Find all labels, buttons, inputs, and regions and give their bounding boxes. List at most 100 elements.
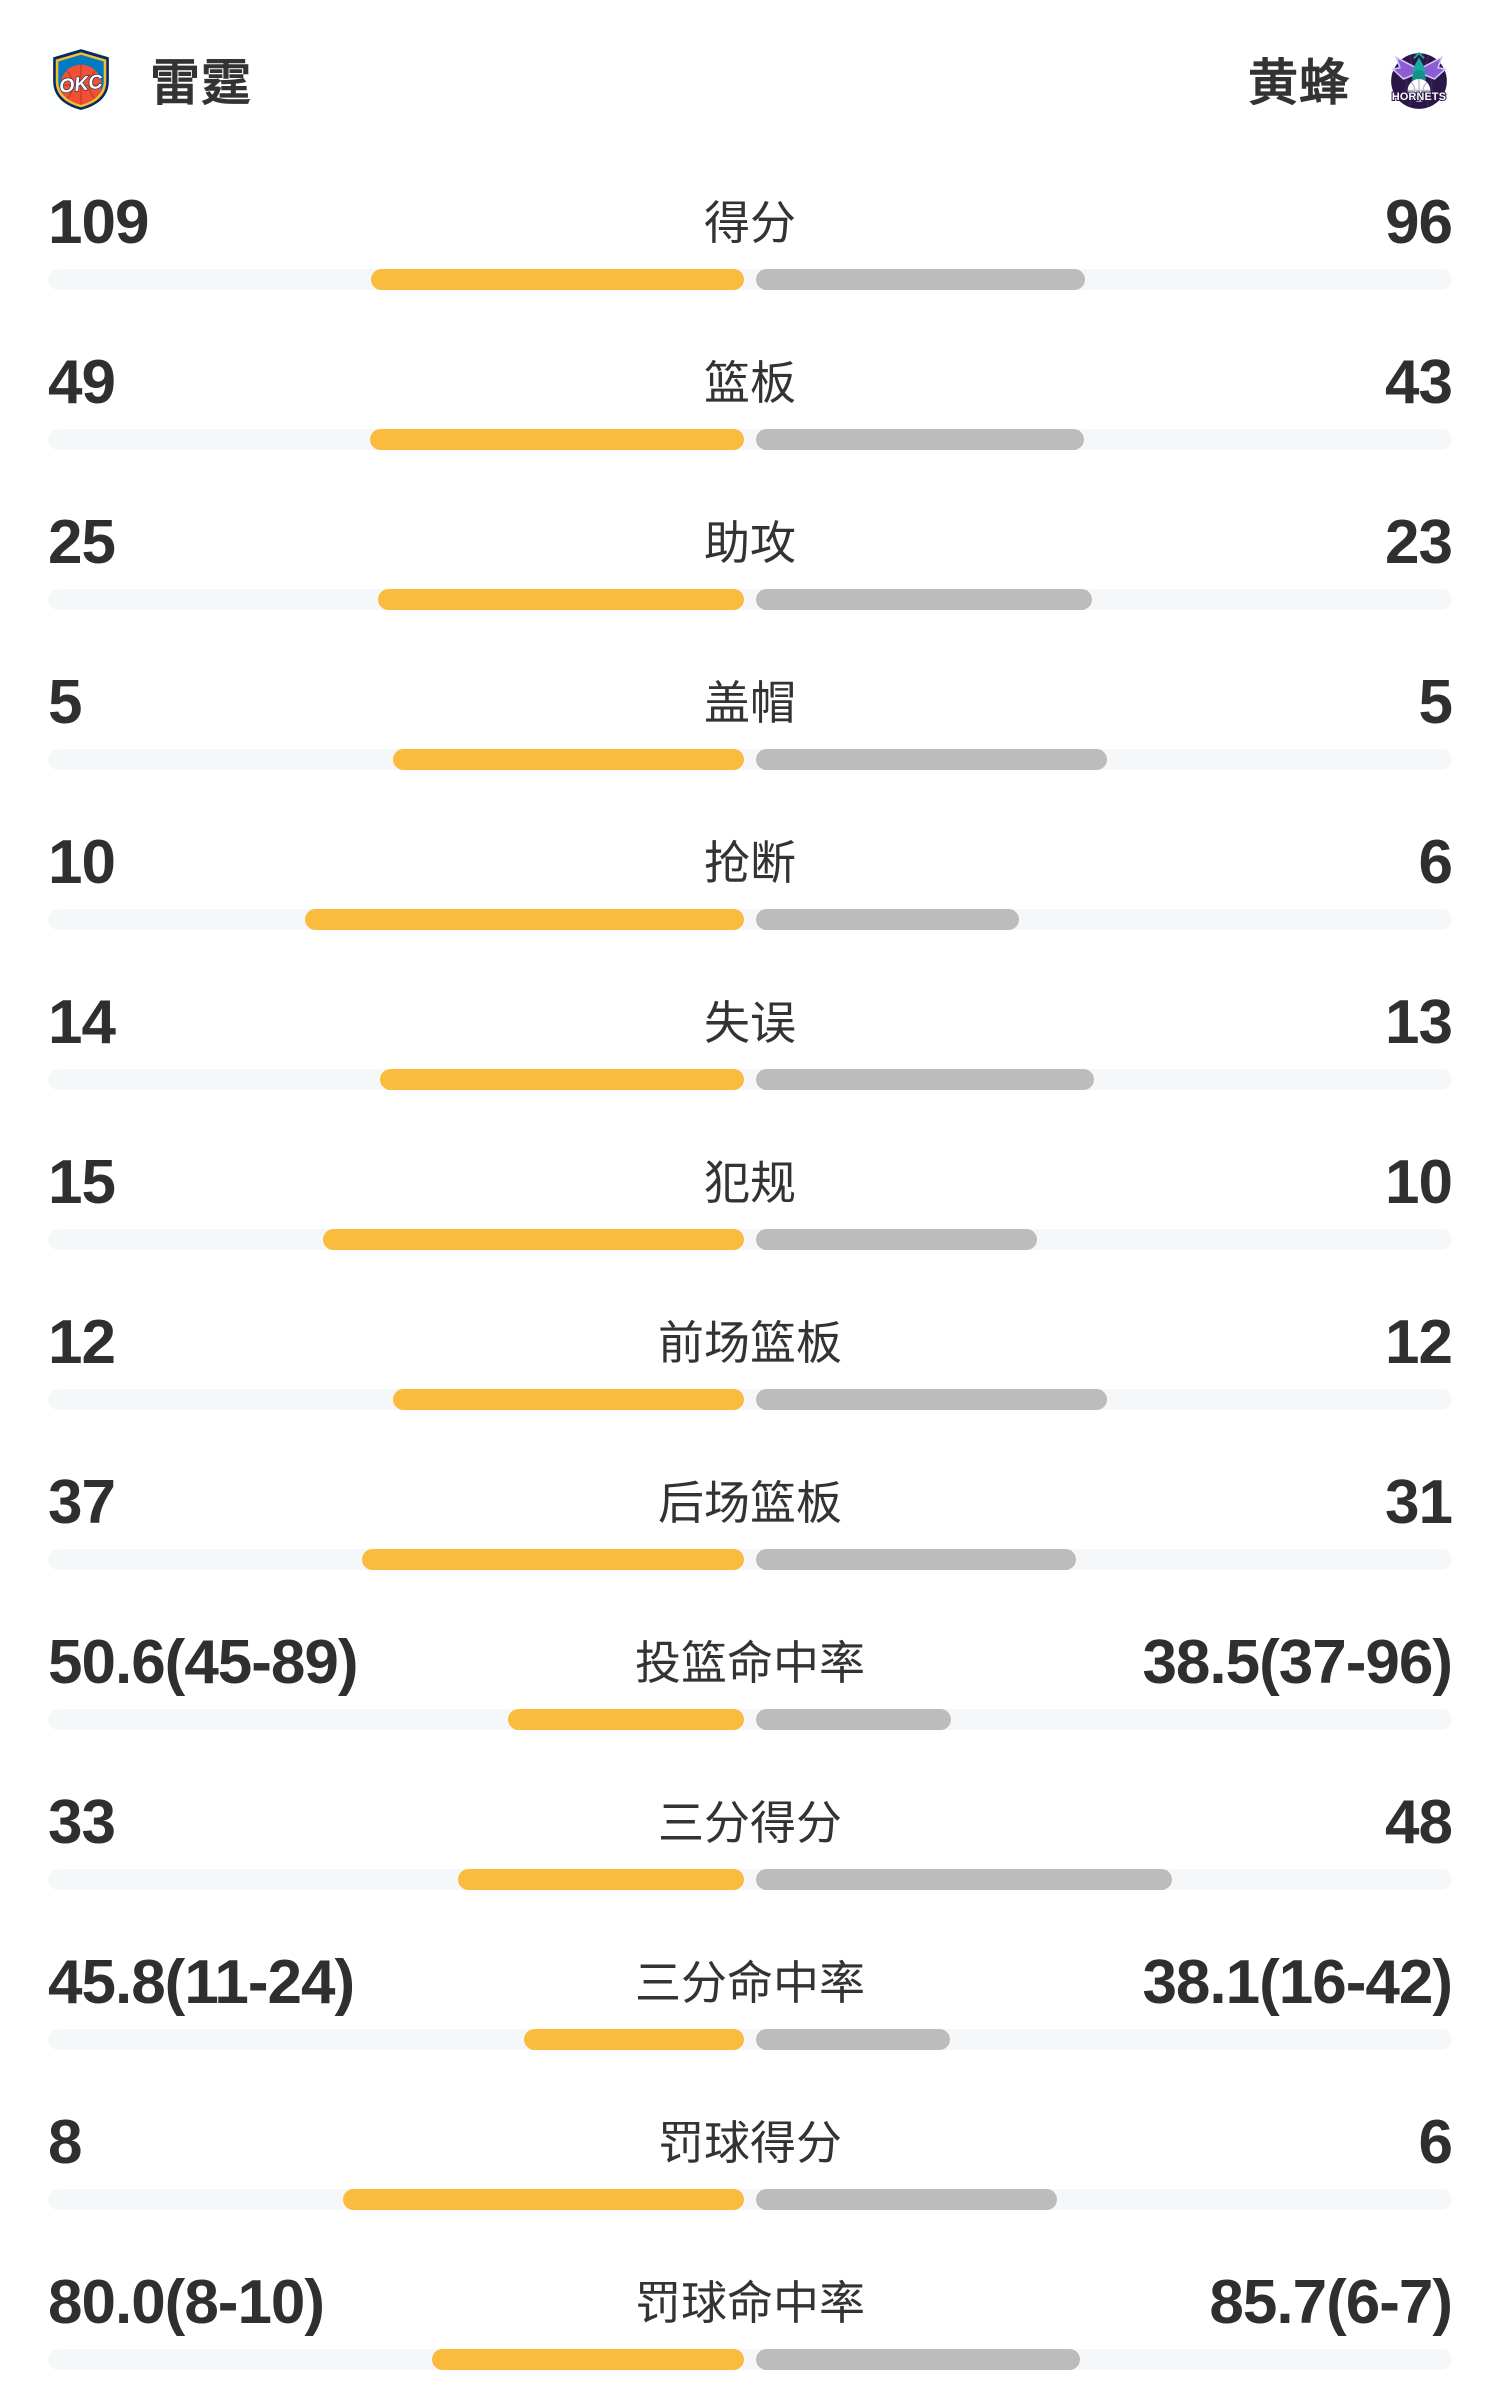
left-team-bar bbox=[362, 1549, 744, 1570]
left-team-bar bbox=[342, 2189, 744, 2210]
right-value: 38.1(16-42) bbox=[1142, 1948, 1453, 2017]
right-team-bar bbox=[756, 2029, 950, 2050]
stat-bar-track bbox=[48, 749, 1452, 770]
right-value: 85.7(6-7) bbox=[1209, 2268, 1453, 2337]
right-team-bar bbox=[756, 909, 1020, 930]
stat-row: 37 后场篮板 31 bbox=[48, 1468, 1453, 1630]
left-team-bar bbox=[458, 1869, 744, 1890]
stat-label: 后场篮板 bbox=[658, 1477, 842, 1529]
thunder-logo-icon: OKC bbox=[53, 49, 109, 110]
stat-bar-track bbox=[48, 429, 1452, 450]
stat-row: 33 三分得分 48 bbox=[48, 1788, 1453, 1950]
stat-label: 罚球命中率 bbox=[635, 2277, 865, 2329]
right-value: 6 bbox=[1418, 2108, 1453, 2177]
stat-label: 盖帽 bbox=[704, 677, 796, 729]
left-team-bar bbox=[393, 749, 744, 770]
left-team-name: 雷霆 bbox=[150, 55, 252, 111]
right-value: 6 bbox=[1418, 828, 1453, 897]
stat-row-text: 5 盖帽 5 bbox=[48, 668, 1453, 737]
left-value: 45.8(11-24) bbox=[48, 1948, 355, 2017]
right-team-bar bbox=[756, 1069, 1094, 1090]
right-team-bar bbox=[756, 1709, 952, 1730]
left-team-bar bbox=[305, 909, 744, 930]
hornets-circle-seams bbox=[1399, 55, 1439, 107]
stat-bar-track bbox=[48, 2029, 1452, 2050]
right-team-bar bbox=[756, 269, 1085, 290]
right-value: 43 bbox=[1385, 348, 1453, 417]
right-team-bar bbox=[756, 429, 1085, 450]
stat-bar-track bbox=[48, 1549, 1452, 1570]
right-team-bar bbox=[756, 2349, 1080, 2370]
right-team-bar bbox=[756, 2189, 1057, 2210]
left-team-bar bbox=[380, 1069, 744, 1090]
stat-bar-track bbox=[48, 2349, 1452, 2370]
stat-row-text: 109 得分 96 bbox=[48, 188, 1453, 257]
left-value: 5 bbox=[48, 668, 82, 737]
stat-row-text: 37 后场篮板 31 bbox=[48, 1468, 1453, 1537]
left-value: 12 bbox=[48, 1308, 116, 1377]
left-team-bar bbox=[370, 429, 744, 450]
stat-bar-track bbox=[48, 2189, 1452, 2210]
right-team-bar bbox=[756, 1549, 1077, 1570]
left-value: 49 bbox=[48, 348, 116, 417]
stat-row-text: 80.0(8-10) 罚球命中率 85.7(6-7) bbox=[48, 2268, 1453, 2337]
stat-label: 助攻 bbox=[704, 517, 796, 569]
stat-row: 15 犯规 10 bbox=[48, 1148, 1453, 1310]
left-value: 109 bbox=[48, 188, 149, 257]
stat-bar-track bbox=[48, 1229, 1452, 1250]
left-value: 50.6(45-89) bbox=[48, 1628, 359, 1697]
left-team-bar bbox=[393, 1389, 744, 1410]
stat-row: 50.6(45-89) 投篮命中率 38.5(37-96) bbox=[48, 1628, 1453, 1790]
hornets-basketball bbox=[1407, 79, 1431, 102]
stat-row-text: 33 三分得分 48 bbox=[48, 1788, 1453, 1857]
left-value: 25 bbox=[48, 508, 116, 577]
stat-row: 8 罚球得分 6 bbox=[48, 2108, 1453, 2270]
stat-row-text: 15 犯规 10 bbox=[48, 1148, 1453, 1217]
hornets-logo-icon: HORNETS bbox=[1391, 51, 1447, 109]
stat-label: 罚球得分 bbox=[658, 2117, 842, 2169]
right-value: 23 bbox=[1385, 508, 1453, 577]
left-team-bar bbox=[432, 2349, 744, 2370]
stat-row-text: 8 罚球得分 6 bbox=[48, 2108, 1453, 2177]
stat-label: 得分 bbox=[704, 197, 796, 249]
left-value: 8 bbox=[48, 2108, 82, 2177]
stat-label: 三分命中率 bbox=[635, 1957, 865, 2009]
stat-bar-track bbox=[48, 589, 1452, 610]
left-value: 14 bbox=[48, 988, 116, 1057]
right-team-bar bbox=[756, 1229, 1037, 1250]
stat-bar-track bbox=[48, 909, 1452, 930]
left-value: 37 bbox=[48, 1468, 116, 1537]
left-team-bar bbox=[523, 2029, 744, 2050]
right-value: 13 bbox=[1385, 988, 1453, 1057]
left-value: 80.0(8-10) bbox=[48, 2268, 325, 2337]
left-value: 15 bbox=[48, 1148, 116, 1217]
stat-row-text: 14 失误 13 bbox=[48, 988, 1453, 1057]
stat-label: 篮板 bbox=[704, 357, 796, 409]
left-value: 33 bbox=[48, 1788, 116, 1857]
right-value: 31 bbox=[1385, 1468, 1453, 1537]
stat-label: 抢断 bbox=[704, 837, 796, 889]
right-team-name: 黄蜂 bbox=[1248, 55, 1350, 111]
stat-row: 80.0(8-10) 罚球命中率 85.7(6-7) bbox=[48, 2268, 1453, 2400]
header: OKC 雷霆 黄蜂 bbox=[48, 0, 1452, 114]
stat-label: 投篮命中率 bbox=[635, 1637, 865, 1689]
stat-bar-track bbox=[48, 1869, 1452, 1890]
stat-label: 犯规 bbox=[704, 1157, 796, 1209]
left-team-bar bbox=[370, 269, 744, 290]
right-team-bar bbox=[756, 589, 1093, 610]
stat-row-text: 45.8(11-24) 三分命中率 38.1(16-42) bbox=[48, 1948, 1453, 2017]
stat-row-text: 12 前场篮板 12 bbox=[48, 1308, 1453, 1377]
left-value: 10 bbox=[48, 828, 116, 897]
stat-label: 失误 bbox=[704, 997, 796, 1049]
stat-row: 25 助攻 23 bbox=[48, 508, 1453, 670]
stat-row: 45.8(11-24) 三分命中率 38.1(16-42) bbox=[48, 1948, 1453, 2110]
right-value: 48 bbox=[1385, 1788, 1453, 1857]
right-team-bar bbox=[756, 1389, 1107, 1410]
okc-basketball bbox=[60, 64, 102, 105]
right-value: 38.5(37-96) bbox=[1142, 1628, 1453, 1697]
stat-row-text: 50.6(45-89) 投篮命中率 38.5(37-96) bbox=[48, 1628, 1453, 1697]
stat-row: 109 得分 96 bbox=[48, 188, 1453, 350]
stat-row: 12 前场篮板 12 bbox=[48, 1308, 1453, 1470]
right-value: 96 bbox=[1385, 188, 1453, 257]
